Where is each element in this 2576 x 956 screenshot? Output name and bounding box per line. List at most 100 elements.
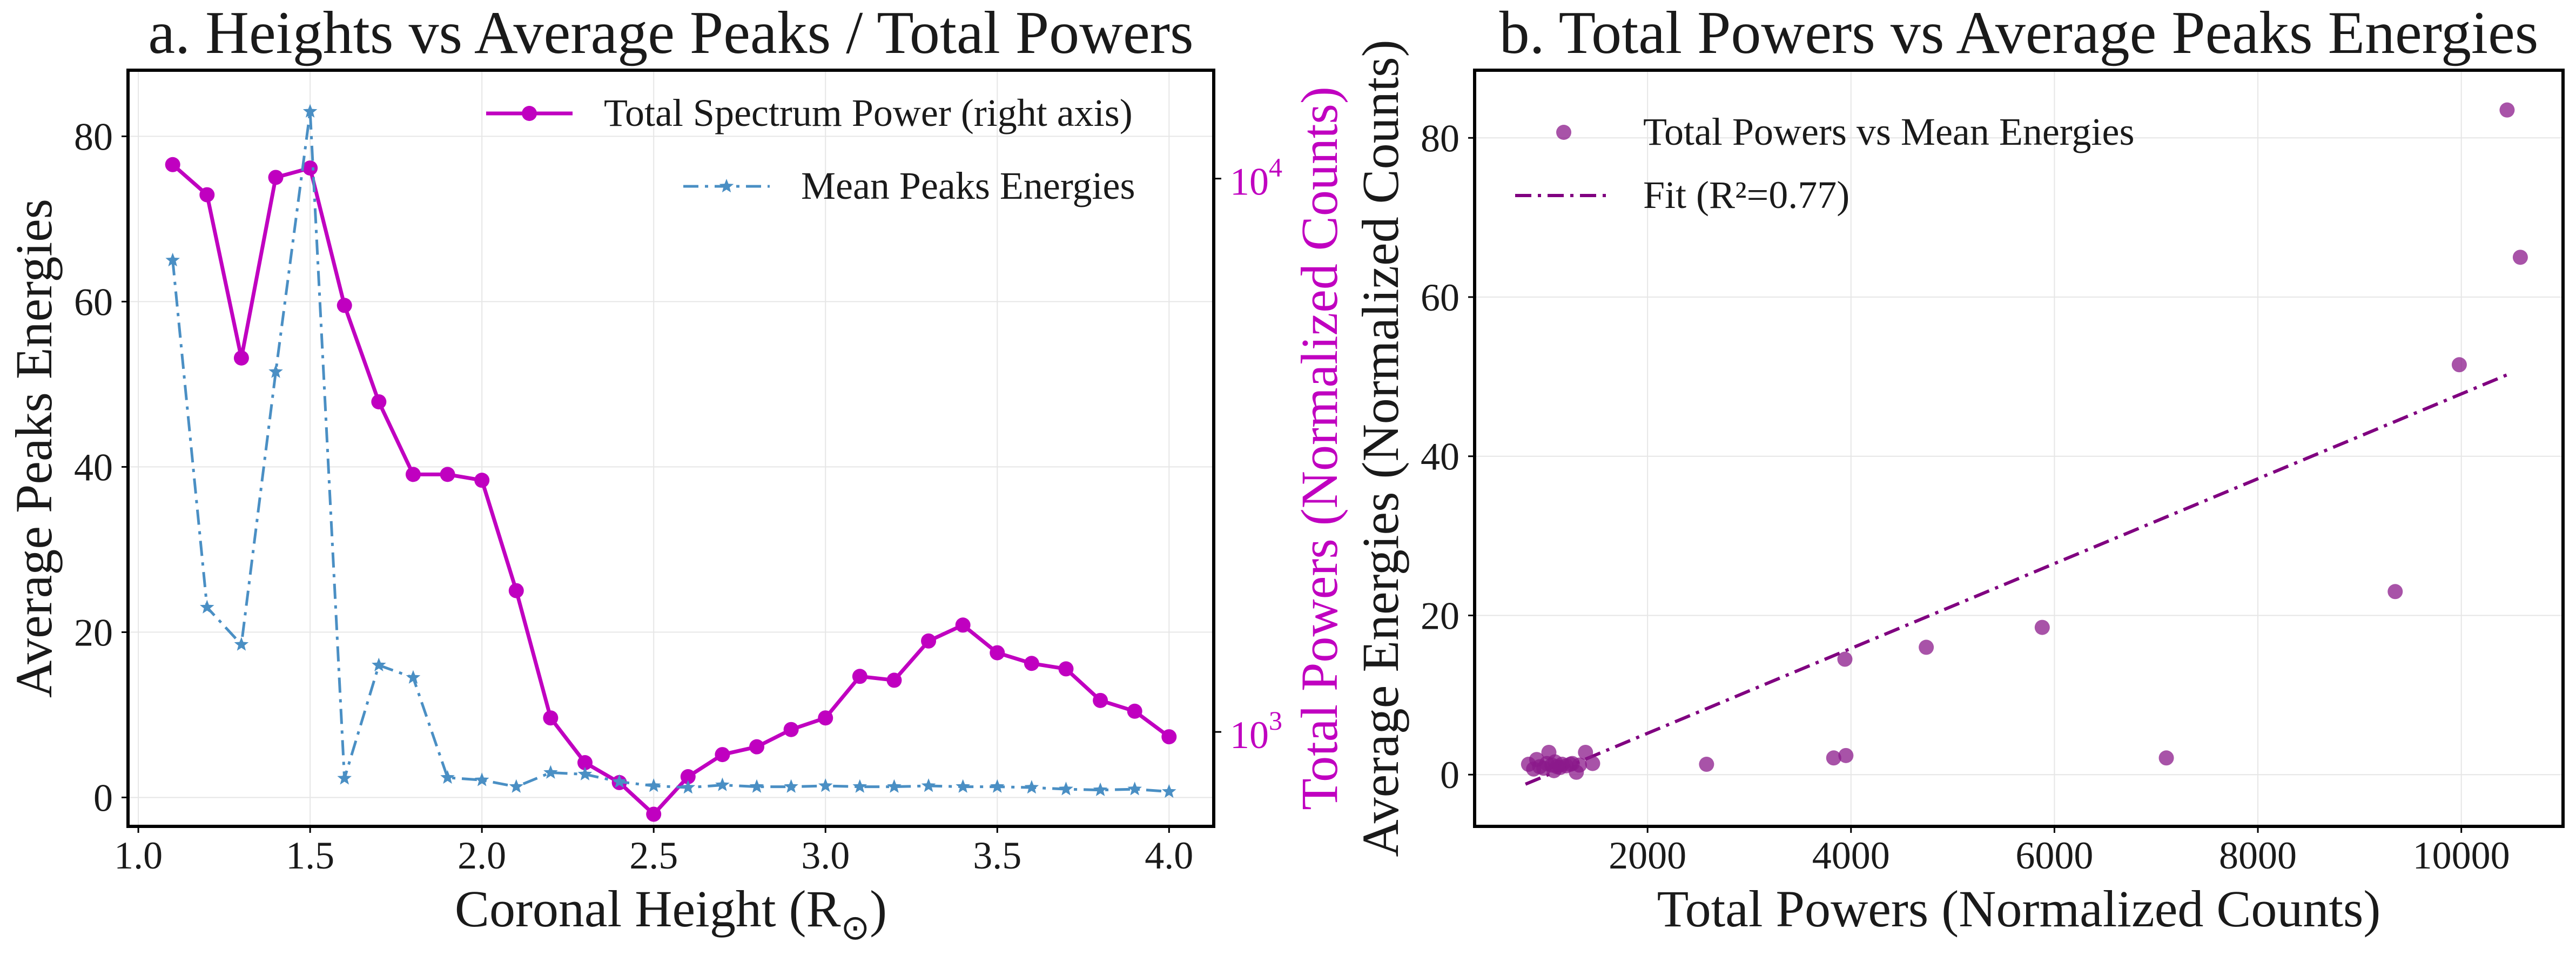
point-mean-peaks <box>818 778 833 792</box>
point-total-power <box>1127 703 1142 719</box>
point-mean-peaks <box>165 252 180 267</box>
point-total-power <box>233 350 249 366</box>
point-total-power <box>990 645 1005 661</box>
point-mean-peaks <box>749 779 764 793</box>
point-mean-peaks <box>784 779 798 793</box>
point-total-power <box>268 170 284 185</box>
point-mean-peaks <box>1127 782 1142 796</box>
point-total-power <box>783 722 799 737</box>
y-tick-label-right-base: 10 <box>1230 160 1269 204</box>
point-mean-peaks <box>612 774 627 788</box>
panel-b: 2000 4000 6000 8000 10000 0 20 40 60 80 b. Total P… <box>1351 0 2565 938</box>
x-tick-label: 3.0 <box>801 834 850 877</box>
panel-a-y-label-left: Average Peaks Energies <box>5 199 63 698</box>
scatter-point <box>1699 757 1714 772</box>
panel-a-y-label-right: Total Powers (Normalized Counts) <box>1290 86 1348 810</box>
point-total-power <box>474 473 490 488</box>
scatter-point <box>2499 102 2515 118</box>
y-tick-label: 0 <box>1440 753 1459 797</box>
y-tick-label-right-exponent: 3 <box>1269 705 1282 736</box>
scatter-point <box>1571 757 1587 773</box>
panel-b-frame <box>1473 69 2565 828</box>
point-mean-peaks <box>372 657 386 671</box>
point-total-power <box>886 672 902 688</box>
x-tick-label: 2000 <box>1609 834 1686 877</box>
point-total-power <box>405 467 421 482</box>
point-total-power <box>852 669 867 684</box>
point-total-power <box>371 394 387 409</box>
point-mean-peaks <box>921 778 936 792</box>
scatter-point <box>1585 756 1600 771</box>
panel-a-x-label: Coronal Height (R⊙) <box>455 880 887 948</box>
x-label-text: Coronal Height (R <box>455 880 841 938</box>
scatter-point <box>2387 584 2403 600</box>
point-mean-peaks <box>234 637 249 651</box>
legend-label-total-power: Total Spectrum Power (right axis) <box>604 91 1133 134</box>
scatter-point <box>2512 250 2528 265</box>
point-total-power <box>818 710 833 726</box>
point-mean-peaks <box>1162 784 1176 798</box>
panel-b-x-label: Total Powers (Normalized Counts) <box>1657 880 2381 938</box>
y-tick-label: 40 <box>1421 435 1459 479</box>
panel-b-legend: Total Powers vs Mean Energies Fit (R²=0.7… <box>1515 110 2134 217</box>
x-tick-label: 1.5 <box>286 834 334 877</box>
point-total-power <box>337 298 352 313</box>
point-mean-peaks <box>887 779 902 793</box>
x-tick-label: 4.0 <box>1145 834 1193 877</box>
y-tick-label-left: 80 <box>74 115 113 158</box>
point-mean-peaks <box>1059 782 1073 796</box>
point-mean-peaks <box>440 770 455 784</box>
panel-b-title: b. Total Powers vs Average Peaks Energie… <box>1499 0 2539 66</box>
x-tick-label: 3.5 <box>973 834 1021 877</box>
y-tick-label: 80 <box>1421 117 1459 160</box>
point-mean-peaks <box>852 779 867 793</box>
point-mean-peaks <box>268 364 283 378</box>
point-mean-peaks <box>543 765 558 779</box>
panel-b-y-label: Average Energies (Normalized Counts) <box>1351 39 1409 857</box>
point-total-power <box>165 157 180 172</box>
point-mean-peaks <box>509 779 524 793</box>
point-total-power <box>440 467 455 482</box>
point-total-power <box>715 747 730 763</box>
x-label-subscript: ⊙ <box>840 908 870 948</box>
point-mean-peaks <box>406 670 421 684</box>
legend-marker-total-power <box>522 106 537 121</box>
point-mean-peaks <box>1093 782 1108 796</box>
y-tick-label-left: 40 <box>74 446 113 489</box>
point-mean-peaks <box>337 771 352 785</box>
point-total-power <box>302 160 318 176</box>
scatter-point <box>1838 748 1854 763</box>
scatter-point <box>1837 651 1853 667</box>
y-tick-label-right-base: 10 <box>1230 713 1269 757</box>
y-tick-label-right: 103 <box>1230 705 1282 757</box>
point-total-power <box>921 633 937 649</box>
point-total-power <box>1161 729 1177 745</box>
point-total-power <box>1093 692 1108 708</box>
point-total-power <box>199 187 215 203</box>
point-mean-peaks <box>715 777 730 791</box>
point-mean-peaks <box>646 778 661 792</box>
legend-label-fit: Fit (R²=0.77) <box>1643 173 1849 217</box>
point-total-power <box>680 769 696 785</box>
point-total-power <box>1058 661 1074 677</box>
point-total-power <box>749 739 765 755</box>
point-mean-peaks <box>302 104 318 118</box>
x-tick-label: 2.0 <box>458 834 506 877</box>
x-tick-label: 10000 <box>2413 834 2510 877</box>
point-mean-peaks <box>956 779 970 793</box>
legend-marker-scatter <box>1556 125 1571 140</box>
point-total-power <box>508 583 524 598</box>
y-tick-label-left: 0 <box>93 776 113 819</box>
point-total-power <box>955 617 971 633</box>
y-tick-label: 20 <box>1421 594 1459 637</box>
scatter-point <box>2451 357 2467 373</box>
point-mean-peaks <box>200 600 214 614</box>
fit-line <box>1525 371 2513 786</box>
point-mean-peaks <box>1024 780 1039 794</box>
y-tick-label-left: 20 <box>74 611 113 654</box>
x-tick-label: 6000 <box>2015 834 2093 877</box>
y-tick-label-left: 60 <box>74 280 113 324</box>
legend-label-mean-peaks: Mean Peaks Energies <box>801 164 1135 207</box>
